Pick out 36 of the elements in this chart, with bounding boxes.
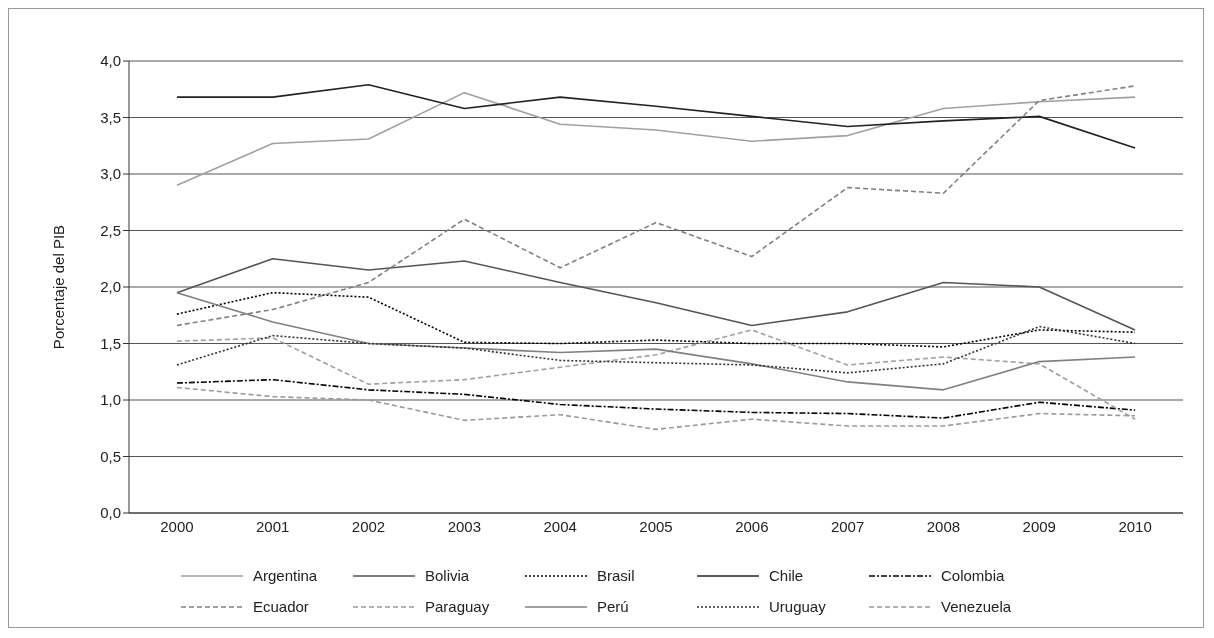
y-tick-label: 2,5 — [100, 221, 121, 239]
line-series — [176, 378, 1136, 419]
legend-label: Ecuador — [253, 598, 309, 615]
legend-label: Perú — [597, 598, 629, 615]
legend-label: Colombia — [941, 567, 1005, 584]
y-tick-label: 2,0 — [100, 278, 121, 296]
y-tick-label: 3,0 — [100, 165, 121, 183]
y-axis-title: Porcentaje del PIB — [50, 224, 68, 350]
y-tick-label: 1,5 — [100, 334, 121, 352]
legend-label: Venezuela — [941, 598, 1012, 615]
x-tick-label: 2005 — [639, 517, 673, 535]
legend-label: Bolivia — [425, 567, 470, 584]
x-tick-label: 2001 — [256, 517, 290, 535]
legend-label: Brasil — [597, 567, 635, 584]
x-tick-label: 2004 — [543, 517, 577, 535]
line-series — [176, 325, 1136, 374]
line-series — [176, 91, 1136, 187]
legend-label: Uruguay — [769, 598, 826, 615]
x-tick-label: 2006 — [735, 517, 769, 535]
line-series — [176, 83, 1136, 149]
y-tick-label: 0,5 — [100, 447, 121, 465]
y-tick-label: 4,0 — [100, 52, 121, 70]
y-tick-label: 1,0 — [100, 391, 121, 409]
x-tick-label: 2008 — [926, 517, 961, 535]
x-tick-label: 2010 — [1118, 517, 1152, 535]
x-tick-label: 2009 — [1022, 517, 1056, 535]
x-tick-label: 2007 — [830, 517, 865, 535]
x-tick-label: 2002 — [351, 517, 386, 535]
x-tick-label: 2000 — [160, 517, 194, 535]
legend-label: Chile — [769, 567, 804, 584]
y-tick-label: 3,5 — [100, 108, 121, 126]
legend-label: Argentina — [253, 567, 318, 584]
legend-label: Paraguay — [425, 598, 490, 615]
y-tick-label: 0,0 — [100, 504, 121, 522]
x-tick-label: 2003 — [447, 517, 482, 535]
line-series — [176, 291, 1136, 348]
